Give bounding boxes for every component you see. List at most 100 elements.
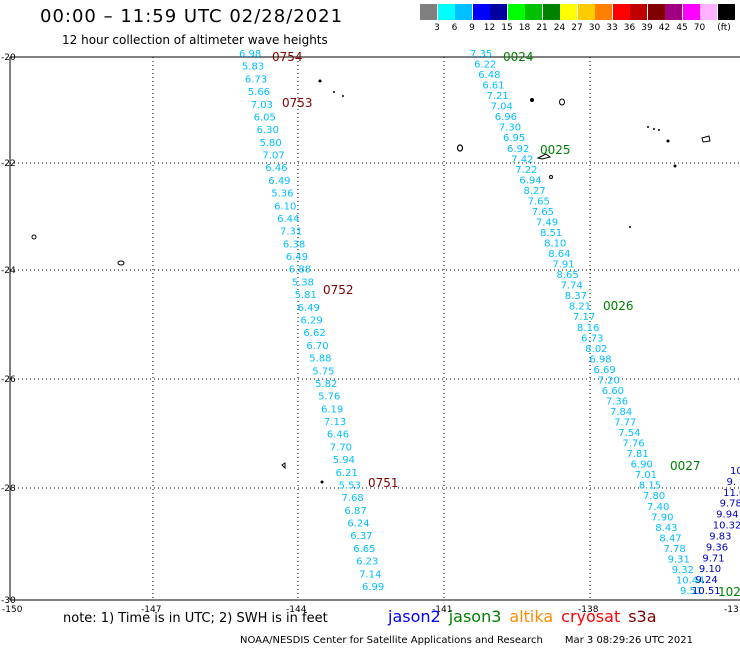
- satellite-legend: jason2 jason3 altika cryosat s3a: [388, 607, 665, 626]
- gridlines: [10, 57, 740, 600]
- track-right: 109.11.09.789.9410.329.839.369.719.109.2…: [692, 466, 740, 597]
- island-outline: [456, 144, 464, 152]
- wave-height-value: 5.75: [312, 366, 334, 377]
- wave-height-value: 6.30: [257, 125, 279, 136]
- island-dot: [647, 126, 649, 128]
- islands: [31, 79, 711, 484]
- wave-height-value: 6.44: [277, 214, 299, 225]
- wave-height-value: 7.77: [614, 418, 636, 429]
- scale-swatch: [420, 4, 437, 20]
- wave-height-value: 9.94: [716, 510, 738, 521]
- wave-height-value: 5.88: [309, 354, 331, 365]
- wave-height-value: 7.68: [342, 493, 364, 504]
- note-text: note: 1) Time is in UTC; 2) SWH is in fe…: [63, 611, 328, 626]
- wave-height-value: 7.81: [626, 449, 648, 460]
- wave-height-value: 7.49: [536, 217, 558, 228]
- wave-height-value: 6.99: [362, 582, 384, 593]
- island-dot: [318, 79, 322, 83]
- wave-height-value: 6.90: [631, 460, 653, 471]
- wave-height-value: 8.64: [548, 249, 570, 260]
- wave-height-value: 6.96: [495, 112, 517, 123]
- wave-height-value: 6.48: [478, 70, 500, 81]
- island-outline: [31, 234, 37, 240]
- wave-height-value: 6.49: [268, 176, 290, 187]
- island-dot: [658, 129, 660, 131]
- island-outline: [559, 98, 565, 106]
- scale-label: 18: [518, 23, 531, 33]
- scale-swatch: [455, 4, 472, 20]
- scale-swatch: [647, 4, 665, 20]
- wave-height-value: 8.47: [659, 533, 681, 544]
- wave-height-value: 8.21: [569, 302, 591, 313]
- wave-height-value: 6.98: [589, 354, 611, 365]
- wave-height-value: 7.30: [499, 123, 521, 134]
- wave-height-value: 5.53: [339, 480, 361, 491]
- scale-swatch: [595, 4, 612, 20]
- scale-label: 24: [553, 23, 566, 33]
- footer-credit: NOAA/NESDIS Center for Satellite Applica…: [240, 635, 543, 646]
- altimeter-tracks: 6.985.836.735.667.036.056.305.807.076.46…: [239, 49, 740, 597]
- lat-label: -24: [1, 266, 16, 276]
- island-outline: [117, 260, 125, 266]
- wave-height-value: 5.82: [315, 379, 337, 390]
- wave-height-value: 8.43: [655, 523, 677, 534]
- scale-label: 70: [693, 23, 706, 33]
- legend-s3a: s3a: [628, 607, 657, 626]
- wave-height-value: 8.51: [540, 228, 562, 239]
- footer-timestamp: Mar 3 08:29:26 UTC 2021: [564, 635, 693, 646]
- pass-time-label: 0754: [272, 50, 303, 64]
- pass-time-labels: 0754 0753 0752 0751 0024 0025 0026 0027 102: [272, 50, 740, 599]
- wave-height-value: 7.14: [359, 569, 381, 580]
- scale-swatch: [630, 4, 647, 20]
- wave-height-value: 6.65: [353, 544, 375, 555]
- wave-height-value: 6.98: [239, 49, 261, 60]
- island-outline: [536, 153, 552, 160]
- pass-time-label: 0026: [603, 299, 634, 313]
- scale-label: 3: [434, 23, 440, 33]
- wave-height-value: 7.22: [515, 165, 537, 176]
- wave-height-value: 7.20: [598, 375, 620, 386]
- wave-height-value: 6.46: [265, 163, 287, 174]
- wave-height-value: 10.32: [713, 521, 740, 532]
- wave-height-value: 8.02: [585, 344, 607, 355]
- map-title: 00:00 – 11:59 UTC 02/28/2021: [40, 6, 344, 27]
- scale-swatch: [577, 4, 595, 20]
- lon-label: -138: [578, 605, 599, 615]
- scale-label: 9: [469, 23, 475, 33]
- island-dot: [653, 128, 655, 130]
- wave-height-value: 7.70: [330, 442, 352, 453]
- pass-time-label: 0752: [323, 283, 354, 297]
- legend-altika: altika: [509, 607, 554, 626]
- island-outline: [701, 135, 711, 143]
- wave-height-value: 6.21: [336, 468, 358, 479]
- island-dot: [549, 175, 553, 179]
- wave-height-value: 7.21: [486, 91, 508, 102]
- wave-height-value: 7.54: [618, 428, 640, 439]
- scale-label: 36: [623, 23, 636, 33]
- island-dot: [629, 226, 631, 228]
- pass-time-label: 102: [718, 585, 740, 599]
- legend-jason3: jason3: [448, 607, 502, 626]
- wave-height-value: 6.49: [298, 303, 320, 314]
- scale-swatch: [700, 4, 717, 20]
- wave-height-value: 7.91: [552, 260, 574, 271]
- lon-label: -150: [2, 605, 23, 615]
- wave-height-value: 5.81: [295, 290, 317, 301]
- wave-height-value: 6.29: [301, 316, 323, 327]
- wave-height-value: 6.22: [474, 60, 496, 71]
- scale-label: 6: [451, 23, 458, 33]
- island-dot: [342, 95, 344, 97]
- lon-label: -141: [432, 605, 452, 615]
- wave-height-value: 7.17: [573, 312, 595, 323]
- scale-swatch: [490, 4, 507, 20]
- wave-height-value: 6.73: [581, 333, 603, 344]
- scale-swatch: [542, 4, 560, 20]
- footer: NOAA/NESDIS Center for Satellite Applica…: [240, 635, 693, 646]
- wave-height-value: 7.01: [635, 470, 657, 481]
- track-middle: 7.356.226.486.617.217.046.967.306.956.92…: [470, 49, 705, 597]
- wave-height-value: 8.65: [556, 270, 578, 281]
- wave-height-value: 8.10: [544, 239, 566, 250]
- scale-swatch: [682, 4, 700, 20]
- lon-label: -13: [724, 605, 739, 615]
